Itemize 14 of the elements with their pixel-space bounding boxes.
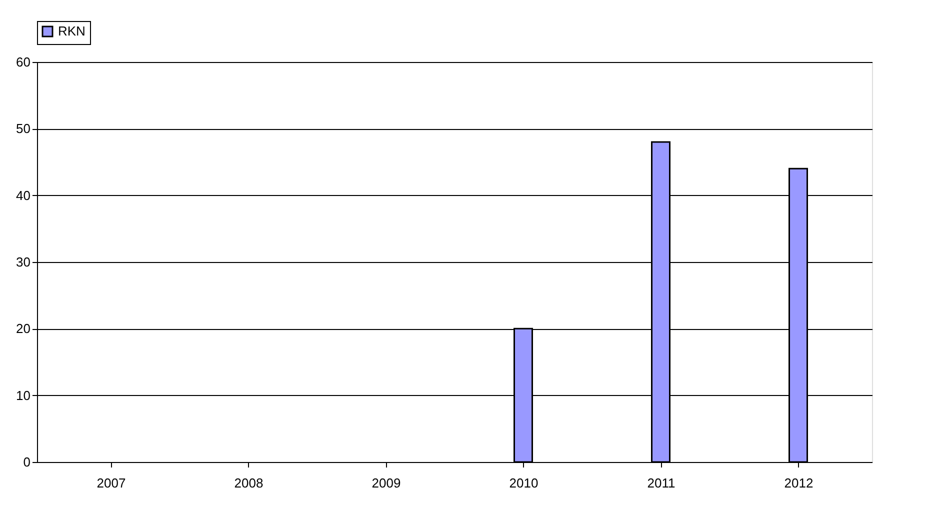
y-tick-label: 10 (16, 388, 30, 403)
x-tick-label: 2011 (647, 476, 676, 490)
y-tick-label: 20 (16, 321, 30, 336)
x-tick-label: 2008 (234, 476, 264, 490)
y-tick-label: 0 (23, 454, 30, 470)
y-tick-label: 60 (16, 54, 30, 70)
x-tick-label: 2012 (784, 476, 814, 490)
x-tick-label: 2009 (372, 476, 401, 490)
legend-label: RKN (58, 24, 86, 38)
y-tick-label: 40 (16, 188, 30, 203)
y-tick-label: 50 (16, 121, 30, 136)
y-tick-label: 30 (16, 254, 30, 270)
x-tick-label: 2007 (96, 476, 126, 490)
x-tick-label: 2010 (509, 476, 538, 490)
